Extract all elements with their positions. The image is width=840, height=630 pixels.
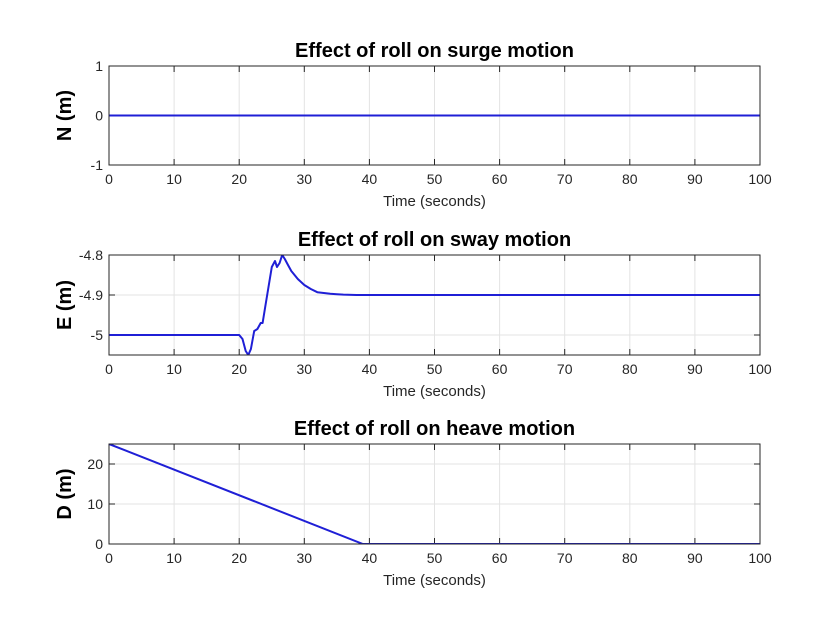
x-tick-label: 90: [687, 171, 703, 187]
y-tick-label: 0: [95, 108, 103, 124]
x-tick-label: 20: [231, 550, 247, 566]
y-tick-label: 0: [95, 536, 103, 552]
x-tick-label: 70: [557, 361, 573, 377]
x-tick-label: 60: [492, 361, 508, 377]
subplot-heave: Effect of roll on heave motion D (m) Tim…: [54, 418, 772, 589]
x-tick-label: 0: [105, 171, 113, 187]
series-line: [109, 255, 760, 355]
y-tick-label: -5: [91, 327, 104, 343]
y-tick-label: -1: [91, 157, 104, 173]
chart-title: Effect of roll on sway motion: [298, 229, 571, 251]
chart-title: Effect of roll on heave motion: [294, 418, 575, 440]
subplot-sway: Effect of roll on sway motion E (m) Time…: [54, 229, 772, 400]
x-tick-label: 20: [231, 171, 247, 187]
subplot-surge: Effect of roll on surge motion N (m) Tim…: [54, 40, 772, 210]
x-tick-label: 40: [362, 171, 378, 187]
plot-border: [108, 254, 761, 356]
x-tick-label: 80: [622, 171, 638, 187]
x-tick-label: 70: [557, 171, 573, 187]
y-tick-label: 10: [87, 496, 103, 512]
chart-title: Effect of roll on surge motion: [295, 40, 574, 62]
x-tick-label: 50: [427, 361, 443, 377]
x-tick-label: 90: [687, 550, 703, 566]
x-tick-label: 30: [297, 361, 313, 377]
x-tick-label: 10: [166, 171, 182, 187]
y-tick-label: -4.8: [79, 247, 103, 263]
x-tick-label: 100: [748, 361, 772, 377]
x-tick-label: 80: [622, 550, 638, 566]
x-axis-label: Time (seconds): [383, 572, 486, 589]
x-tick-label: 90: [687, 361, 703, 377]
y-axis-label: D (m): [54, 468, 76, 519]
x-tick-label: 50: [427, 550, 443, 566]
y-tick-label: -4.9: [79, 287, 103, 303]
grid-lines: [109, 444, 760, 544]
x-tick-label: 0: [105, 550, 113, 566]
x-tick-label: 30: [297, 550, 313, 566]
plot-border: [108, 443, 761, 545]
x-tick-label: 40: [362, 550, 378, 566]
x-tick-label: 60: [492, 550, 508, 566]
x-tick-label: 20: [231, 361, 247, 377]
x-tick-label: 60: [492, 171, 508, 187]
x-tick-label: 100: [748, 171, 772, 187]
x-tick-label: 50: [427, 171, 443, 187]
plot-border: [108, 65, 761, 166]
x-tick-label: 10: [166, 550, 182, 566]
y-axis-label: E (m): [54, 280, 76, 330]
x-axis-label: Time (seconds): [383, 383, 486, 400]
x-tick-label: 80: [622, 361, 638, 377]
x-tick-label: 0: [105, 361, 113, 377]
x-tick-label: 10: [166, 361, 182, 377]
x-tick-label: 30: [297, 171, 313, 187]
y-tick-label: 1: [95, 58, 103, 74]
x-tick-label: 100: [748, 550, 772, 566]
x-axis-label: Time (seconds): [383, 193, 486, 210]
x-tick-label: 40: [362, 361, 378, 377]
y-tick-label: 20: [87, 456, 103, 472]
series-line: [109, 444, 760, 544]
y-axis-label: N (m): [54, 90, 76, 141]
x-tick-label: 70: [557, 550, 573, 566]
